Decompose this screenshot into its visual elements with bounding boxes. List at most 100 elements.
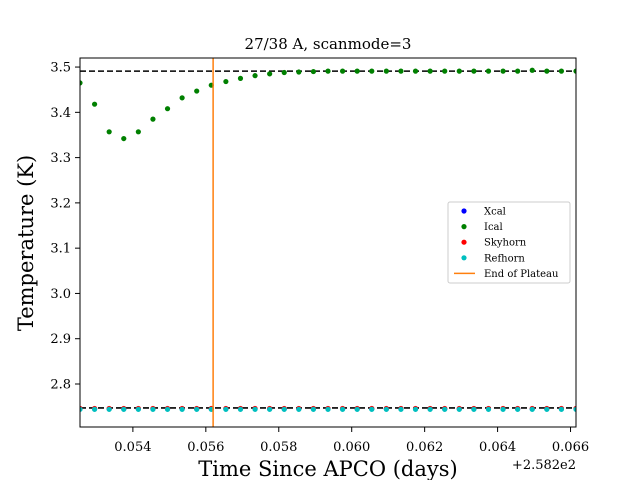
legend-marker-refhorn <box>461 255 467 261</box>
point-refhorn-19 <box>354 406 360 412</box>
point-refhorn-32 <box>544 406 550 412</box>
point-refhorn-20 <box>369 406 375 412</box>
legend: Xcal Ical Skyhorn Refhorn End of Plateau <box>447 201 571 284</box>
point-refhorn-21 <box>383 406 389 412</box>
point-ical-14 <box>281 69 287 76</box>
point-ical-7 <box>179 95 185 101</box>
plot-area <box>80 58 576 427</box>
point-refhorn-22 <box>398 406 404 412</box>
x-tick-label-6: 0.066 <box>552 440 589 455</box>
legend-label-skyhorn: Skyhorn <box>484 238 527 249</box>
y-tick-label-2: 3.0 <box>50 287 71 302</box>
x-tick-label-5: 0.064 <box>479 440 516 455</box>
point-ical-31 <box>529 67 535 73</box>
point-refhorn-16 <box>310 406 317 412</box>
point-refhorn-3 <box>121 406 127 412</box>
point-refhorn-7 <box>179 406 185 412</box>
point-refhorn-5 <box>150 406 156 412</box>
point-refhorn-25 <box>442 406 448 412</box>
point-ical-12 <box>252 73 258 79</box>
point-refhorn-2 <box>106 406 112 412</box>
point-refhorn-4 <box>135 406 141 412</box>
point-refhorn-30 <box>515 406 521 412</box>
point-ical-33 <box>558 68 565 74</box>
point-refhorn-28 <box>485 406 492 412</box>
point-refhorn-17 <box>325 406 331 412</box>
point-refhorn-1 <box>91 406 98 412</box>
point-ical-3 <box>121 135 127 142</box>
y-axis-ticks: 2.8 2.9 3.0 3.1 3.2 3.3 3.4 3.5 <box>50 61 80 392</box>
point-refhorn-18 <box>339 406 346 412</box>
point-refhorn-27 <box>471 406 477 412</box>
chart-title: 27/38 A, scanmode=3 <box>245 35 412 53</box>
x-tick-label-0: 0.054 <box>114 440 151 455</box>
y-tick-label-5: 3.3 <box>50 151 71 166</box>
plot-frame <box>79 57 577 428</box>
point-ical-22 <box>398 68 404 74</box>
point-ical-10 <box>223 78 229 85</box>
point-refhorn-8 <box>194 406 200 412</box>
y-tick-label-4: 3.2 <box>50 196 71 211</box>
point-ical-13 <box>267 71 273 77</box>
data-points <box>80 67 576 412</box>
point-ical-0 <box>80 80 83 86</box>
y-tick-label-3: 3.1 <box>50 242 71 257</box>
point-ical-25 <box>442 68 448 74</box>
point-ical-15 <box>296 69 302 75</box>
point-refhorn-33 <box>558 406 565 412</box>
point-refhorn-10 <box>223 406 229 412</box>
x-axis-offset-label: +2.582e2 <box>512 458 576 473</box>
y-axis-label: Temperature (K) <box>14 155 38 331</box>
point-ical-16 <box>310 68 317 75</box>
point-refhorn-12 <box>252 406 258 412</box>
point-refhorn-6 <box>164 406 171 412</box>
point-refhorn-26 <box>456 406 462 412</box>
point-ical-5 <box>150 116 156 122</box>
legend-label-refhorn: Refhorn <box>484 253 525 264</box>
point-refhorn-14 <box>281 406 287 412</box>
point-ical-6 <box>164 106 171 112</box>
legend-label-xcal: Xcal <box>484 207 506 218</box>
y-tick-label-1: 2.9 <box>50 332 71 347</box>
point-refhorn-24 <box>427 406 433 412</box>
legend-label-ical: Ical <box>484 222 503 233</box>
legend-marker-ical <box>461 224 467 230</box>
point-ical-21 <box>383 68 389 74</box>
point-ical-1 <box>91 101 98 107</box>
point-ical-20 <box>369 68 375 74</box>
point-ical-18 <box>339 68 346 74</box>
point-ical-29 <box>500 68 506 74</box>
y-tick-label-6: 3.4 <box>50 106 71 121</box>
point-refhorn-29 <box>500 406 506 412</box>
x-tick-label-1: 0.056 <box>187 440 224 455</box>
x-tick-label-3: 0.060 <box>333 440 370 455</box>
point-ical-19 <box>354 68 360 74</box>
y-tick-label-7: 3.5 <box>50 61 71 76</box>
legend-marker-xcal <box>461 208 467 214</box>
point-ical-26 <box>456 68 462 74</box>
y-tick-label-0: 2.8 <box>50 377 71 392</box>
point-refhorn-23 <box>412 406 419 412</box>
point-ical-24 <box>427 68 433 74</box>
point-refhorn-11 <box>237 406 244 412</box>
point-ical-30 <box>515 68 521 74</box>
point-refhorn-31 <box>529 406 535 412</box>
point-ical-23 <box>412 68 419 74</box>
legend-marker-skyhorn <box>461 239 467 245</box>
point-ical-11 <box>237 75 244 81</box>
point-ical-34 <box>573 68 576 74</box>
point-ical-2 <box>106 129 112 135</box>
point-ical-17 <box>325 68 331 74</box>
legend-box <box>447 201 571 284</box>
point-ical-4 <box>135 129 141 135</box>
point-refhorn-15 <box>296 406 302 412</box>
point-refhorn-13 <box>267 406 273 412</box>
point-ical-28 <box>485 68 492 74</box>
x-axis-label: Time Since APCO (days) <box>198 457 457 480</box>
point-ical-8 <box>194 88 200 94</box>
point-refhorn-34 <box>573 406 576 412</box>
x-axis-ticks: 0.054 0.056 0.058 0.060 0.062 0.064 0.066 <box>114 427 589 455</box>
point-ical-27 <box>471 68 477 74</box>
x-tick-label-4: 0.062 <box>406 440 443 455</box>
